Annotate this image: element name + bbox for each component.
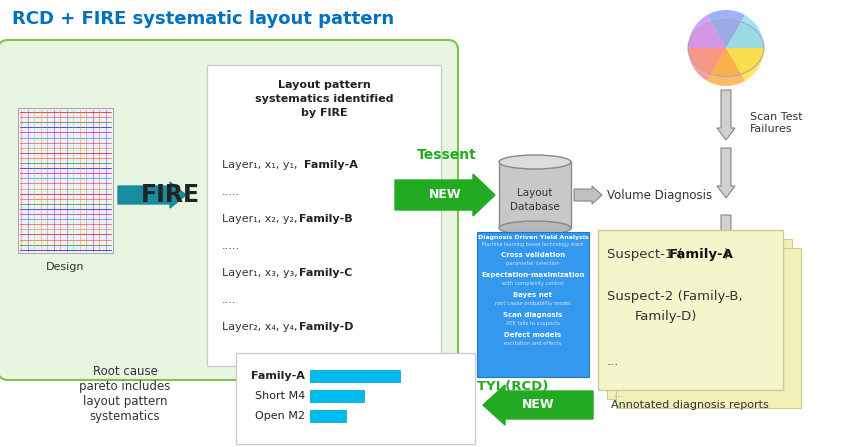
Text: Family-B: Family-B — [299, 214, 353, 224]
FancyArrow shape — [483, 385, 593, 425]
FancyBboxPatch shape — [0, 40, 458, 380]
Text: RCD + FIRE systematic layout pattern: RCD + FIRE systematic layout pattern — [12, 10, 394, 28]
Bar — [310, 390, 364, 402]
FancyArrow shape — [717, 215, 735, 270]
Text: Expectation-maximization: Expectation-maximization — [481, 272, 585, 278]
Text: parameter selection: parameter selection — [506, 261, 560, 266]
Text: excitation and effects: excitation and effects — [504, 341, 562, 346]
Text: .....: ..... — [222, 187, 241, 197]
FancyBboxPatch shape — [477, 232, 589, 377]
Text: Family-A: Family-A — [304, 160, 358, 170]
Bar — [499, 162, 571, 228]
Text: Design: Design — [45, 262, 84, 272]
Bar — [310, 370, 400, 382]
FancyArrow shape — [717, 148, 735, 198]
Text: Scan Test
Failures: Scan Test Failures — [750, 112, 803, 134]
Text: with complexity control: with complexity control — [502, 281, 564, 286]
FancyBboxPatch shape — [607, 239, 792, 399]
Text: Layer₁, x₂, y₂,: Layer₁, x₂, y₂, — [222, 214, 301, 224]
FancyArrow shape — [717, 90, 735, 140]
Text: Open M2: Open M2 — [255, 411, 305, 421]
FancyBboxPatch shape — [598, 230, 783, 390]
Text: NEW: NEW — [521, 398, 555, 412]
Text: Annotated diagnosis reports: Annotated diagnosis reports — [611, 400, 769, 410]
Bar — [310, 410, 346, 422]
Wedge shape — [726, 48, 764, 81]
FancyArrow shape — [395, 174, 495, 216]
Ellipse shape — [499, 155, 571, 169]
Text: Layer₂, x₄, y₄,: Layer₂, x₄, y₄, — [222, 322, 301, 332]
Text: Family-A: Family-A — [251, 371, 305, 381]
Text: Family-D): Family-D) — [635, 310, 698, 323]
Text: Family-C: Family-C — [299, 268, 352, 278]
Text: Layer₁, x₃, y₃,: Layer₁, x₃, y₃, — [222, 268, 301, 278]
FancyArrow shape — [574, 186, 602, 204]
Text: Short M4: Short M4 — [255, 391, 305, 401]
FancyBboxPatch shape — [616, 248, 801, 408]
Text: Family-D: Family-D — [299, 322, 354, 332]
Text: Layout pattern
systematics identified
by FIRE: Layout pattern systematics identified by… — [255, 80, 393, 118]
Text: Suspect-1 (: Suspect-1 ( — [607, 248, 683, 261]
FancyBboxPatch shape — [236, 353, 475, 444]
Text: ....: .... — [222, 295, 236, 305]
FancyBboxPatch shape — [18, 108, 113, 253]
FancyBboxPatch shape — [207, 65, 441, 366]
Wedge shape — [726, 15, 764, 48]
Text: ): ) — [724, 248, 729, 261]
Text: ...: ... — [605, 380, 614, 390]
Text: Root cause: Root cause — [92, 365, 158, 378]
Wedge shape — [707, 10, 745, 48]
Wedge shape — [688, 15, 726, 48]
Ellipse shape — [499, 221, 571, 235]
Text: Volume Diagnosis: Volume Diagnosis — [607, 189, 712, 202]
Text: FIRE: FIRE — [140, 183, 199, 207]
Text: Layout
Database: Layout Database — [510, 188, 560, 211]
Text: TYI (RCD): TYI (RCD) — [477, 380, 549, 393]
Text: root cause probability model: root cause probability model — [495, 301, 571, 306]
Text: .....: ..... — [222, 241, 241, 251]
Text: Machine learning based technology stack: Machine learning based technology stack — [482, 242, 584, 247]
Wedge shape — [688, 48, 726, 81]
Text: Tessent: Tessent — [417, 148, 477, 162]
Text: Suspect-2 (Family-B,: Suspect-2 (Family-B, — [607, 290, 743, 303]
Text: Bayes net: Bayes net — [514, 292, 552, 298]
Text: ...: ... — [607, 355, 620, 368]
Text: Layer₁, x₁, y₁,: Layer₁, x₁, y₁, — [222, 160, 306, 170]
Text: Scan diagnosis: Scan diagnosis — [503, 312, 562, 318]
Text: ATE fails to suspects: ATE fails to suspects — [506, 321, 560, 326]
Text: Family-A: Family-A — [669, 248, 734, 261]
Text: NEW: NEW — [429, 189, 461, 202]
Text: layout pattern: layout pattern — [83, 395, 167, 408]
Text: systematics: systematics — [90, 410, 160, 423]
Text: pareto includes: pareto includes — [80, 380, 170, 393]
Text: Cross validation: Cross validation — [501, 252, 565, 258]
Wedge shape — [707, 48, 745, 86]
FancyArrow shape — [118, 182, 186, 208]
Text: Diagnosis Driven Yield Analysis: Diagnosis Driven Yield Analysis — [478, 235, 588, 240]
Text: Defect models: Defect models — [504, 332, 562, 338]
Ellipse shape — [688, 20, 764, 76]
Text: ...: ... — [614, 389, 623, 399]
